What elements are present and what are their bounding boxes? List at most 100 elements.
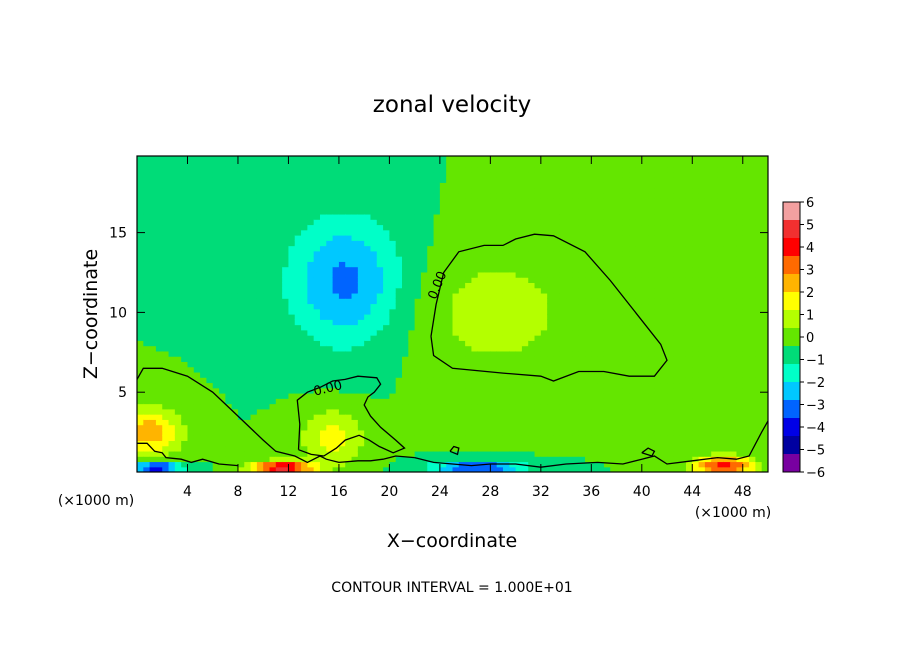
heat-cell xyxy=(465,166,473,173)
heat-cell xyxy=(294,393,302,399)
heat-cell xyxy=(313,319,321,326)
heat-cell xyxy=(174,377,182,384)
heat-cell xyxy=(559,329,567,336)
heat-cell xyxy=(244,203,252,210)
heat-cell xyxy=(566,445,573,452)
heat-cell xyxy=(225,213,233,220)
heat-cell xyxy=(395,235,403,241)
heat-cell xyxy=(484,324,491,331)
heat-cell xyxy=(237,419,245,426)
heat-cell xyxy=(414,177,422,183)
heat-cell xyxy=(263,198,271,204)
heat-cell xyxy=(629,461,637,468)
heat-cell xyxy=(357,398,365,405)
heat-cell xyxy=(200,408,208,415)
heat-cell xyxy=(439,266,447,273)
heat-cell xyxy=(540,277,548,283)
heat-cell xyxy=(200,277,208,283)
heat-cell xyxy=(174,393,182,399)
heat-cell xyxy=(370,356,378,362)
heat-cell xyxy=(490,203,498,210)
heat-cell xyxy=(597,208,605,215)
heat-cell xyxy=(603,435,611,441)
heat-cell xyxy=(433,398,441,405)
heat-cell xyxy=(597,393,605,399)
heat-cell xyxy=(446,156,454,162)
heat-cell xyxy=(540,240,548,247)
heat-cell xyxy=(149,324,157,331)
heat-cell xyxy=(635,182,643,189)
heat-cell xyxy=(301,182,308,189)
heat-cell xyxy=(654,240,662,247)
heat-cell xyxy=(288,308,296,315)
heat-cell xyxy=(282,177,290,183)
heat-cell xyxy=(219,256,226,262)
heat-cell xyxy=(162,319,170,326)
heat-cell xyxy=(420,208,428,215)
heat-cell xyxy=(540,161,548,168)
heat-cell xyxy=(225,408,233,415)
heat-cell xyxy=(174,424,182,431)
heat-cell xyxy=(496,408,504,415)
heat-cell xyxy=(408,435,416,441)
heat-cell xyxy=(591,335,599,341)
heat-cell xyxy=(654,329,662,336)
heat-cell xyxy=(540,414,548,420)
heat-cell xyxy=(484,198,491,204)
heat-cell xyxy=(471,440,479,447)
heat-cell xyxy=(528,398,536,405)
heat-cell xyxy=(540,198,548,204)
heat-cell xyxy=(345,177,353,183)
heat-cell xyxy=(465,350,473,357)
heat-cell xyxy=(275,435,283,441)
heat-cell xyxy=(225,340,233,347)
heat-cell xyxy=(635,440,643,447)
heat-cell xyxy=(219,266,226,273)
heat-cell xyxy=(307,161,315,168)
heat-cell xyxy=(414,329,422,336)
heat-cell xyxy=(616,219,624,226)
heat-cell xyxy=(282,398,290,405)
heat-cell xyxy=(515,229,523,236)
heat-cell xyxy=(187,213,195,220)
heat-cell xyxy=(521,356,529,362)
heat-cell xyxy=(389,292,397,299)
heat-cell xyxy=(313,440,321,447)
heat-cell xyxy=(414,219,422,226)
heat-cell xyxy=(534,182,542,189)
heat-cell xyxy=(225,356,233,362)
heat-cell xyxy=(547,335,555,341)
heat-cell xyxy=(540,435,548,441)
heat-cell xyxy=(439,171,447,178)
heat-cell xyxy=(307,308,315,315)
heat-cell xyxy=(528,350,536,357)
heat-cell xyxy=(370,393,378,399)
heat-cell xyxy=(155,266,163,273)
heat-cell xyxy=(338,345,346,352)
heat-cell xyxy=(465,445,473,452)
heat-cell xyxy=(162,256,170,262)
heat-cell xyxy=(547,340,555,347)
heat-cell xyxy=(402,414,409,420)
heat-cell xyxy=(162,250,170,257)
heat-cell xyxy=(635,271,643,278)
heat-cell xyxy=(231,245,239,252)
heat-cell xyxy=(433,182,441,189)
heat-cell xyxy=(540,361,548,368)
heat-cell xyxy=(490,282,498,289)
heat-cell xyxy=(168,192,176,199)
heat-cell xyxy=(496,366,504,373)
heat-cell xyxy=(553,166,561,173)
heat-cell xyxy=(345,203,353,210)
heat-cell xyxy=(559,340,567,347)
heat-cell xyxy=(332,340,340,347)
heat-cell xyxy=(553,387,561,394)
heat-cell xyxy=(420,245,428,252)
heat-cell xyxy=(288,419,296,426)
heat-cell xyxy=(490,208,498,215)
heat-cell xyxy=(540,224,548,231)
heat-cell xyxy=(553,219,561,226)
heat-cell xyxy=(143,445,151,452)
heat-cell xyxy=(414,271,422,278)
heat-cell xyxy=(231,371,239,378)
